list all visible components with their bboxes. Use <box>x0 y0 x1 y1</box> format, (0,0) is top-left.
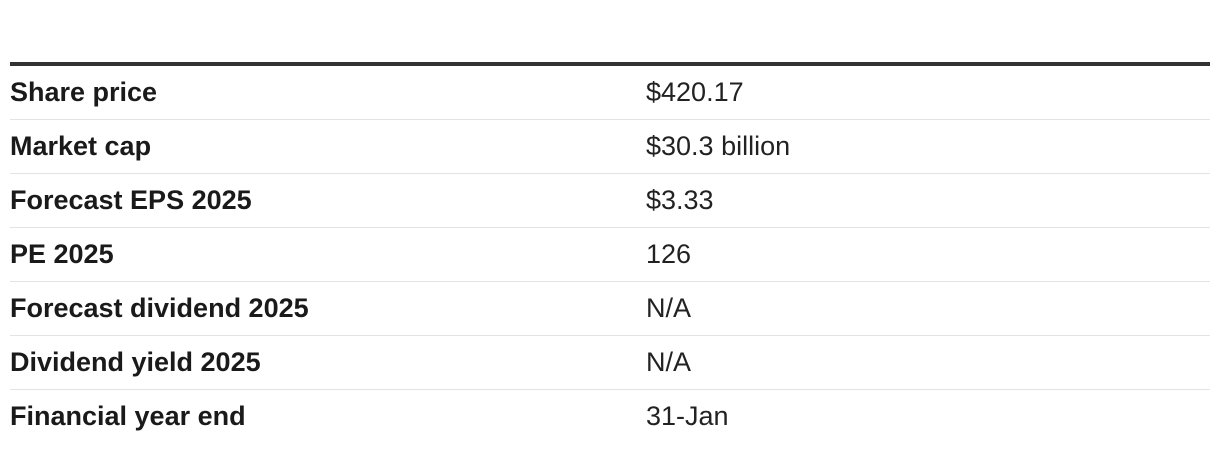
table-top-rule <box>10 62 1210 66</box>
row-value: N/A <box>646 335 1210 390</box>
row-value: N/A <box>646 281 1210 336</box>
row-label: Financial year end <box>10 401 246 431</box>
row-label: Forecast dividend 2025 <box>10 281 646 336</box>
table-row: Forecast dividend 2025 N/A <box>10 281 1210 336</box>
table-row: Forecast EPS 2025 $3.33 <box>10 173 1210 228</box>
row-label: Dividend yield 2025 <box>10 335 646 390</box>
table-row: Market cap $30.3 billion <box>10 119 1210 174</box>
row-value: $420.17 <box>646 66 1210 120</box>
stock-data-table: Share price $420.17 Market cap $30.3 bil… <box>10 66 1210 443</box>
table-row: PE 2025 126 <box>10 227 1210 282</box>
row-label: PE 2025 <box>10 227 646 282</box>
stock-summary-table: Share price $420.17 Market cap $30.3 bil… <box>10 62 1210 443</box>
row-value: 31-Jan <box>646 401 729 431</box>
row-value: 126 <box>646 227 1210 282</box>
table-row: Financial year end 31-Jan <box>10 390 1210 444</box>
table-row: Share price $420.17 <box>10 66 1210 120</box>
table-row: Dividend yield 2025 N/A <box>10 335 1210 390</box>
row-value: $30.3 billion <box>646 119 1210 174</box>
row-label: Market cap <box>10 119 646 174</box>
row-label: Forecast EPS 2025 <box>10 173 646 228</box>
row-label: Share price <box>10 66 646 120</box>
row-value: $3.33 <box>646 173 1210 228</box>
